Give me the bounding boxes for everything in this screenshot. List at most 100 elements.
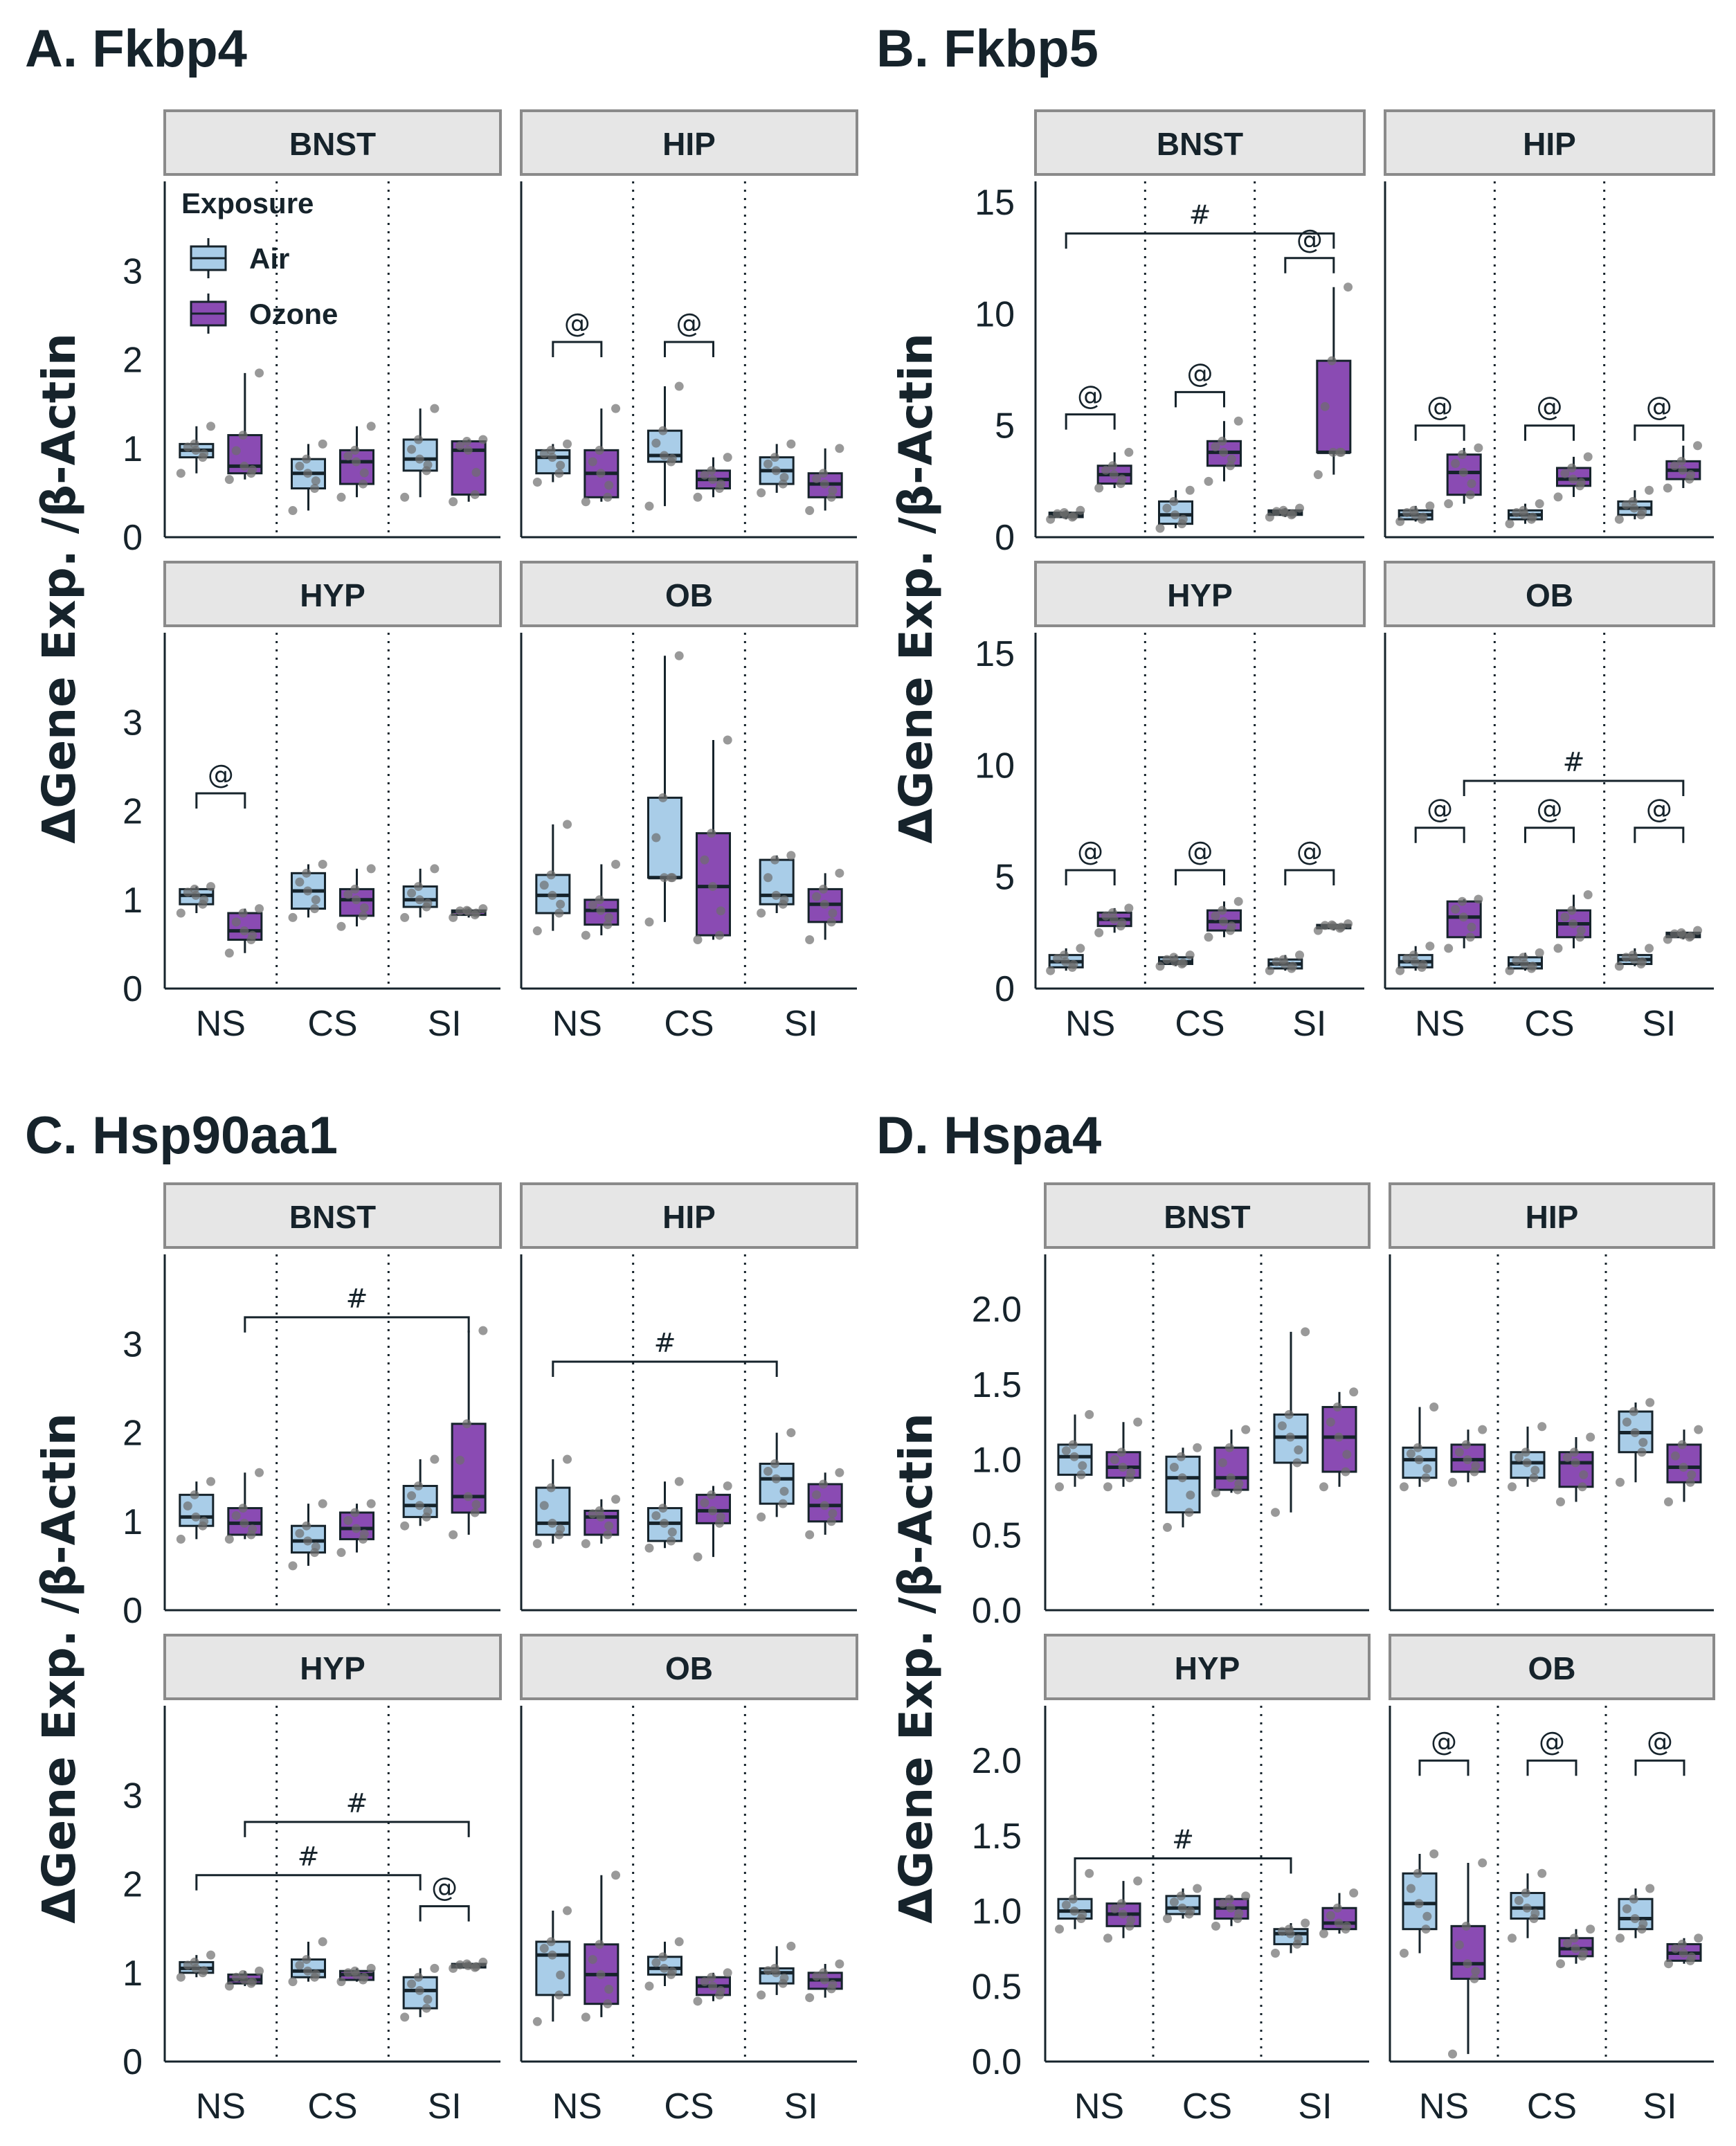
box-ns-air [532, 1906, 572, 2026]
data-point [470, 1963, 480, 1972]
data-point [1060, 957, 1070, 966]
facet-bnst: BNST 0 1 2 3 # [123, 1182, 502, 1631]
data-point [255, 368, 264, 378]
data-point [1103, 1933, 1112, 1943]
y-tick-label: 1.5 [972, 1365, 1022, 1405]
y-tick-label: 15 [975, 183, 1015, 223]
data-point [644, 1543, 654, 1553]
box-si-ozone [805, 868, 844, 944]
data-point [546, 445, 556, 455]
data-point [1076, 505, 1085, 515]
data-point [820, 479, 829, 489]
data-point [1685, 1956, 1695, 1965]
data-point [359, 911, 368, 921]
significance-bracket [1175, 869, 1225, 886]
data-point [1294, 1445, 1303, 1454]
data-point [1069, 1906, 1079, 1916]
data-point [1107, 461, 1117, 471]
data-point [595, 1940, 604, 1949]
data-point [478, 1957, 488, 1967]
data-point [183, 1501, 192, 1511]
data-point [206, 882, 216, 892]
data-point [1664, 1497, 1673, 1506]
data-point [674, 1937, 684, 1947]
data-point [674, 1477, 684, 1486]
data-point [1155, 962, 1165, 971]
data-point [430, 1454, 440, 1464]
data-point [1465, 490, 1475, 500]
data-point [1101, 465, 1111, 475]
data-point [1265, 512, 1274, 522]
data-point [1224, 1443, 1234, 1452]
data-point [1233, 416, 1243, 426]
box-si-air [757, 1941, 796, 2000]
data-point [238, 908, 248, 918]
box-cs-ozone [693, 735, 732, 944]
data-point [1679, 1948, 1688, 1958]
box-ns-ozone [581, 404, 621, 507]
data-point [1133, 1876, 1143, 1886]
data-point [407, 444, 417, 454]
data-point [1579, 1470, 1589, 1479]
y-tick-label: 10 [975, 294, 1015, 334]
facet-bnst: BNST 0 1 2 3 [123, 109, 502, 558]
box-si-ozone [1313, 282, 1353, 480]
data-point [1233, 1913, 1242, 1923]
data-point [1107, 908, 1117, 917]
data-point [556, 899, 566, 909]
data-point [1685, 1477, 1695, 1487]
data-point [1583, 452, 1593, 462]
box-cs-ozone [1556, 1924, 1595, 1969]
data-point [1320, 402, 1330, 411]
facet-strip [163, 109, 502, 176]
data-point [1508, 1933, 1517, 1943]
box-ns-air [1395, 941, 1435, 975]
y-tick-label: 0.0 [972, 1591, 1022, 1631]
y-tick-label: 0 [995, 518, 1015, 558]
data-point [1078, 1461, 1087, 1470]
data-point [1211, 911, 1220, 921]
data-point [303, 469, 313, 478]
data-point [430, 404, 440, 413]
data-point [1645, 944, 1654, 953]
data-point [1193, 1443, 1202, 1452]
data-point [1163, 1913, 1172, 1923]
data-point [1295, 950, 1305, 960]
data-point [1576, 926, 1586, 935]
data-point [700, 1977, 709, 1987]
significance-ozone-effect: @ [1414, 392, 1465, 441]
data-point [198, 453, 208, 462]
significance-label: @ [564, 308, 590, 339]
box-ns-air [532, 1454, 572, 1549]
data-point [604, 912, 614, 922]
data-point [238, 431, 248, 440]
data-point [1125, 1921, 1134, 1931]
box-si-ozone [1319, 1888, 1359, 1938]
box-cs-ozone [1204, 416, 1243, 486]
data-point [1301, 1918, 1310, 1928]
significance-label: @ [208, 759, 234, 790]
panel-a-title: A. Fkbp4 [25, 19, 247, 78]
box-si-air [1616, 1398, 1655, 1487]
data-point [1454, 1448, 1464, 1457]
data-point [1616, 1933, 1625, 1943]
data-point [176, 469, 186, 478]
data-point [1636, 510, 1646, 520]
data-point [1103, 1482, 1112, 1492]
data-point [1553, 492, 1563, 502]
data-point [658, 793, 668, 802]
data-point [1409, 505, 1418, 515]
data-point [1508, 1482, 1517, 1492]
data-point [1586, 1432, 1595, 1442]
data-point [1425, 501, 1435, 511]
data-point [723, 453, 732, 462]
data-point [176, 1534, 186, 1544]
data-point [1110, 1904, 1119, 1913]
data-point [596, 905, 606, 915]
data-point [1069, 1452, 1079, 1461]
data-point [658, 1952, 668, 1962]
data-point [1211, 442, 1220, 451]
significance-ozone-effect: @ [1065, 381, 1116, 430]
data-point [693, 1996, 703, 2006]
data-point [1414, 1899, 1424, 1909]
